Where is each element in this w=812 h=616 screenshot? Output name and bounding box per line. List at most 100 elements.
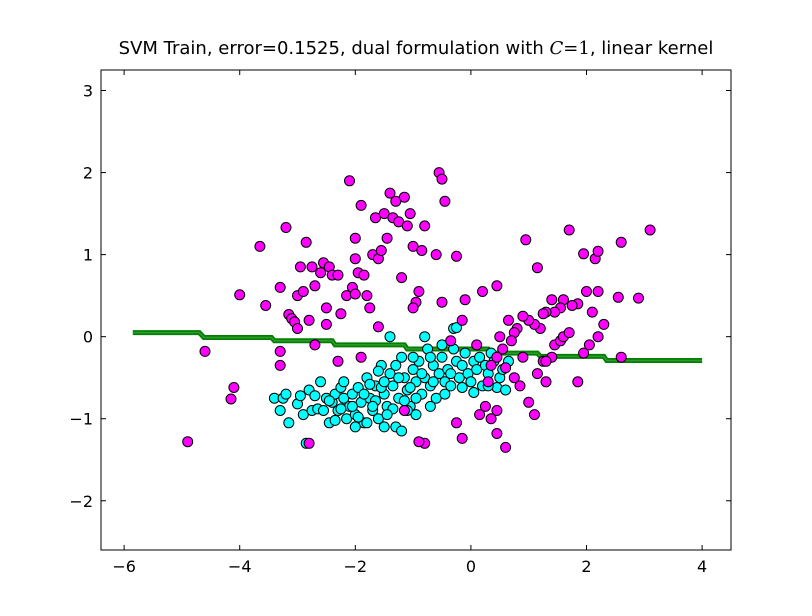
chart-title-prefix: SVM Train, error=0.1525, dual formulatio… — [119, 38, 550, 59]
point-magenta-22 — [315, 267, 327, 279]
point-magenta-115 — [540, 376, 552, 388]
point-magenta-122 — [578, 347, 590, 359]
point-magenta-40 — [364, 302, 376, 314]
point-magenta-143 — [445, 335, 457, 347]
point-magenta-101 — [482, 376, 494, 388]
point-cyan-68 — [474, 351, 486, 363]
point-magenta-121 — [572, 376, 584, 388]
point-cyan-83 — [384, 331, 396, 343]
point-cyan-62 — [456, 359, 468, 371]
point-cyan-22 — [341, 413, 353, 425]
point-magenta-9 — [274, 345, 286, 357]
point-cyan-90 — [338, 376, 350, 388]
point-magenta-25 — [320, 318, 332, 330]
chart-title-suffix: , linear kernel — [590, 38, 714, 59]
point-cyan-107 — [456, 382, 468, 393]
chart-title-math-rest: =1 — [563, 38, 590, 59]
point-magenta-78 — [612, 291, 624, 303]
point-magenta-29 — [335, 308, 347, 320]
point-magenta-71 — [563, 224, 575, 236]
point-cyan-114 — [335, 403, 347, 415]
point-magenta-108 — [500, 362, 512, 374]
point-magenta-35 — [349, 232, 361, 244]
point-magenta-60 — [430, 249, 442, 261]
point-magenta-110 — [514, 380, 526, 392]
point-cyan-41 — [396, 351, 408, 363]
points-layer — [182, 167, 656, 453]
point-magenta-109 — [508, 372, 520, 384]
point-magenta-76 — [644, 224, 656, 236]
y-tick-label-4: 2 — [83, 164, 93, 183]
point-cyan-97 — [439, 388, 451, 400]
point-cyan-63 — [459, 347, 471, 359]
point-cyan-102 — [393, 372, 405, 384]
chart-title: SVM Train, error=0.1525, dual formulatio… — [119, 38, 714, 59]
point-magenta-93 — [517, 310, 529, 322]
point-magenta-17 — [297, 286, 309, 297]
point-cyan-116 — [358, 388, 370, 400]
point-magenta-38 — [358, 269, 370, 281]
point-magenta-89 — [537, 308, 549, 320]
point-magenta-99 — [491, 351, 503, 363]
point-magenta-105 — [491, 428, 503, 439]
point-magenta-47 — [384, 187, 396, 199]
point-magenta-103 — [474, 409, 486, 421]
point-magenta-75 — [615, 236, 627, 248]
point-cyan-11 — [309, 390, 321, 402]
point-magenta-45 — [378, 208, 390, 220]
point-magenta-120 — [563, 327, 575, 339]
point-magenta-52 — [398, 191, 410, 203]
point-magenta-46 — [381, 232, 393, 244]
point-magenta-20 — [306, 261, 318, 273]
point-magenta-0 — [182, 436, 194, 448]
point-cyan-89 — [323, 395, 335, 407]
point-magenta-97 — [503, 314, 514, 326]
y-tick-label-3: 1 — [83, 246, 93, 265]
decision-boundary-inner — [132, 331, 703, 362]
point-magenta-15 — [292, 323, 303, 334]
point-magenta-77 — [633, 292, 644, 304]
point-magenta-104 — [491, 405, 503, 416]
point-magenta-1 — [199, 345, 211, 357]
point-cyan-81 — [436, 339, 448, 351]
point-cyan-3 — [280, 388, 292, 400]
chart-title-math-var: C — [549, 38, 563, 59]
point-cyan-54 — [433, 368, 445, 380]
point-magenta-112 — [529, 409, 540, 421]
point-magenta-136 — [372, 321, 384, 333]
y-tick-label-1: −1 — [69, 410, 93, 429]
point-magenta-5 — [254, 240, 266, 252]
point-magenta-123 — [583, 339, 595, 351]
point-cyan-117 — [367, 400, 379, 412]
point-cyan-95 — [410, 392, 422, 404]
axes-frame — [100, 69, 732, 551]
point-magenta-135 — [309, 339, 321, 351]
point-magenta-87 — [546, 294, 558, 306]
point-magenta-74 — [592, 245, 604, 257]
point-magenta-134 — [332, 355, 344, 367]
point-magenta-80 — [586, 306, 598, 318]
point-magenta-65 — [451, 250, 462, 262]
point-magenta-7 — [274, 281, 286, 293]
point-magenta-128 — [456, 432, 468, 444]
point-cyan-96 — [424, 400, 436, 412]
point-magenta-83 — [566, 300, 578, 311]
point-cyan-87 — [396, 425, 408, 437]
point-magenta-141 — [540, 355, 552, 367]
point-magenta-57 — [413, 286, 425, 297]
point-magenta-72 — [578, 248, 590, 260]
point-cyan-67 — [471, 364, 483, 375]
point-magenta-125 — [598, 318, 610, 330]
point-magenta-111 — [523, 396, 535, 408]
point-magenta-44 — [375, 245, 387, 256]
x-tick-label-5: 4 — [697, 557, 707, 576]
point-cyan-82 — [419, 331, 431, 343]
point-cyan-118 — [378, 376, 390, 388]
point-magenta-18 — [300, 236, 312, 248]
point-cyan-110 — [372, 365, 384, 377]
point-magenta-31 — [344, 175, 355, 187]
point-magenta-124 — [592, 331, 604, 343]
point-cyan-65 — [465, 376, 477, 388]
point-magenta-54 — [404, 208, 416, 220]
point-cyan-38 — [387, 380, 399, 392]
